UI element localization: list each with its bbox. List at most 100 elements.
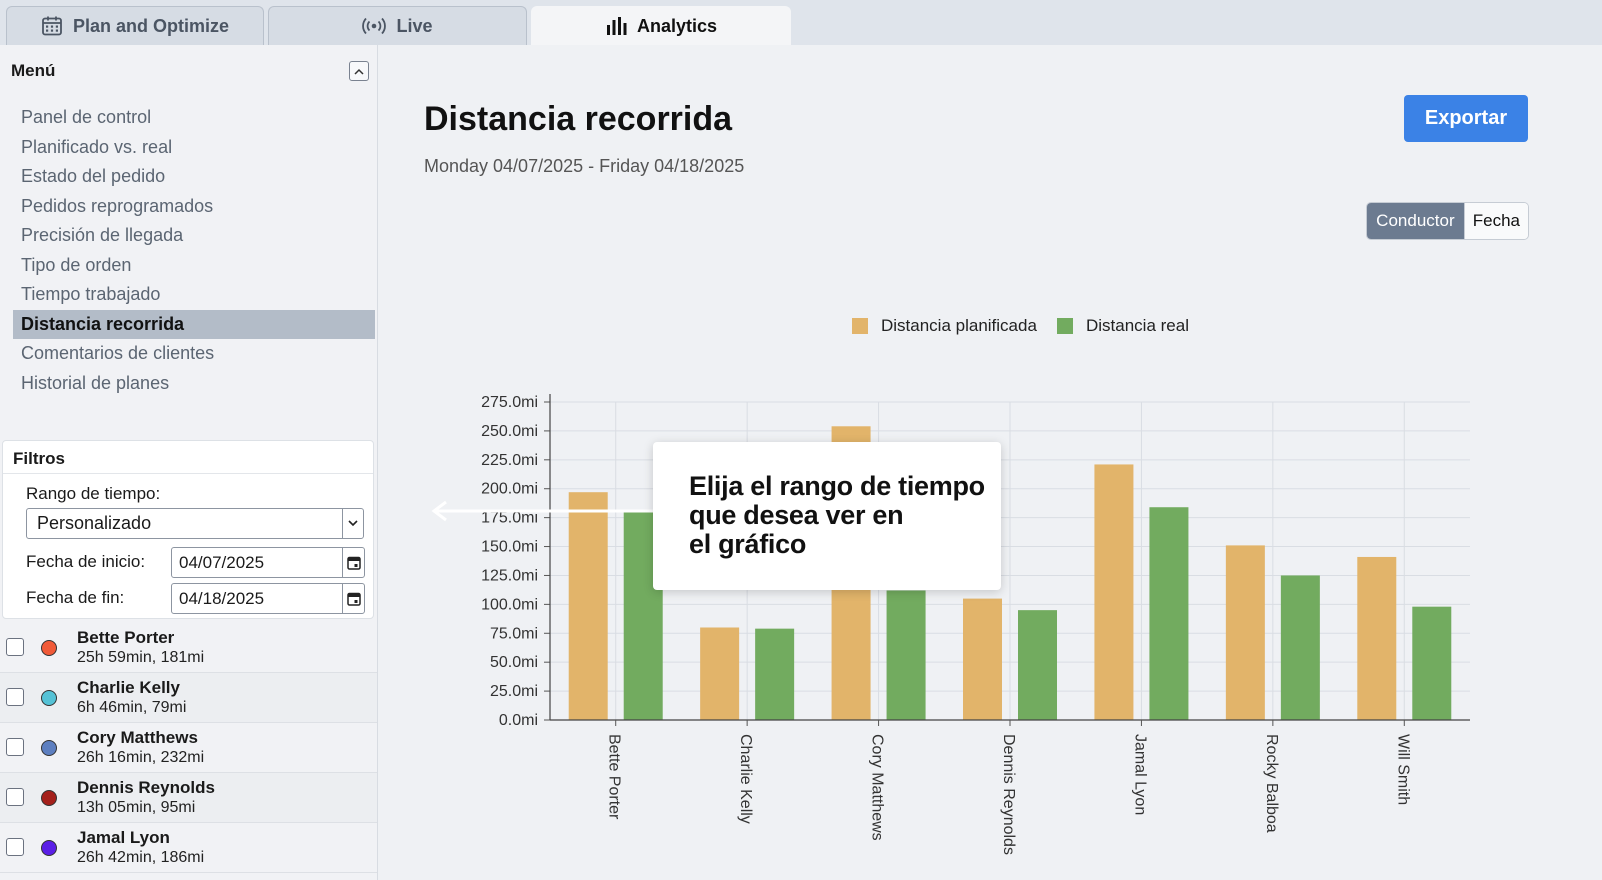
tab-live[interactable]: Live — [268, 6, 527, 45]
driver-checkbox[interactable] — [6, 838, 24, 856]
x-tick-label: Charlie Kelly — [737, 734, 754, 824]
driver-color-dot — [41, 840, 57, 856]
menu-item-tiempo-trabajado[interactable]: Tiempo trabajado — [21, 284, 161, 304]
export-button[interactable]: Exportar — [1404, 95, 1528, 142]
help-callout: Elija el rango de tiempo que desea ver e… — [653, 442, 1001, 590]
menu-item-panel-de-control[interactable]: Panel de control — [21, 107, 152, 127]
bar — [886, 590, 926, 720]
menu-item-estado-del-pedido[interactable]: Estado del pedido — [21, 166, 166, 186]
driver-checkbox[interactable] — [6, 738, 24, 756]
end-date-label: Fecha de fin: — [26, 588, 125, 607]
driver-meta: 26h 42min, 186mi — [77, 849, 205, 866]
menu-item-tipo-de-orden[interactable]: Tipo de orden — [21, 254, 132, 275]
toggle-conductor[interactable]: Conductor — [1367, 203, 1464, 239]
start-date-input[interactable]: 04/07/2025 — [171, 547, 365, 578]
driver-name: Jamal Lyon — [77, 828, 170, 847]
y-tick-label: 150.0mi — [481, 539, 538, 556]
driver-meta: 25h 59min, 181mi — [77, 649, 205, 666]
y-tick-label: 250.0mi — [481, 423, 538, 440]
bar — [1149, 507, 1189, 720]
list-item[interactable]: Charlie Kelly 6h 46min, 79mi — [0, 673, 377, 723]
bar — [700, 627, 740, 720]
legend-swatch — [852, 318, 868, 334]
arrow-left-icon — [430, 500, 660, 527]
bar — [1280, 575, 1320, 720]
driver-color-dot — [41, 790, 57, 806]
menu-item-planificado-vs-real[interactable]: Planificado vs. real — [21, 136, 173, 157]
y-tick-label: 125.0mi — [481, 567, 538, 584]
filters-title: Filtros — [3, 441, 373, 474]
menu-item-comentarios-de-clientes[interactable]: Comentarios de clientes — [21, 343, 215, 363]
y-tick-label: 100.0mi — [481, 596, 538, 613]
bar — [1357, 556, 1397, 720]
group-by-toggle: Conductor Fecha — [1366, 202, 1529, 240]
chevron-up-icon — [354, 68, 364, 75]
list-item[interactable]: Bette Porter 25h 59min, 181mi — [0, 623, 377, 673]
calendar-icon — [41, 15, 63, 37]
collapse-menu-button[interactable] — [349, 61, 369, 81]
x-tick-label: Cory Matthews — [869, 734, 886, 841]
y-tick-label: 200.0mi — [481, 481, 538, 498]
end-date-row: Fecha de fin: 04/18/2025 — [26, 583, 366, 614]
toggle-fecha[interactable]: Fecha — [1463, 203, 1528, 239]
callout-line: el gráfico — [689, 529, 807, 559]
list-item[interactable]: Jamal Lyon 26h 42min, 186mi — [0, 823, 377, 873]
x-tick-label: Rocky Balboa — [1263, 734, 1280, 833]
menu-item-historial-de-planes[interactable]: Historial de planes — [21, 372, 170, 393]
driver-checkbox[interactable] — [6, 688, 24, 706]
broadcast-icon — [362, 17, 387, 35]
callout-line: Elija el rango de tiempo — [689, 471, 985, 501]
time-range-select[interactable]: Personalizado — [26, 508, 364, 539]
tab-plan-and-optimize[interactable]: Plan and Optimize — [6, 6, 264, 45]
start-date-row: Fecha de inicio: 04/07/2025 — [26, 547, 366, 578]
y-tick-label: 225.0mi — [481, 452, 538, 469]
menu-header: Menú — [11, 61, 369, 81]
tab-label: Plan and Optimize — [72, 15, 230, 36]
filters-panel: Filtros Rango de tiempo: Personalizado F… — [2, 440, 374, 619]
driver-color-dot — [41, 690, 57, 706]
chevron-down-icon — [342, 509, 363, 538]
list-item[interactable]: Cory Matthews 26h 16min, 232mi — [0, 723, 377, 773]
menu-item-distancia-recorrida[interactable]: Distancia recorrida — [13, 309, 375, 339]
y-tick-label: 50.0mi — [490, 654, 538, 671]
driver-name: Dennis Reynolds — [77, 778, 215, 797]
end-date-value: 04/18/2025 — [179, 589, 265, 608]
x-tick-label: Jamal Lyon — [1131, 734, 1148, 815]
list-item[interactable]: Dennis Reynolds 13h 05min, 95mi — [0, 773, 377, 823]
tab-label: Analytics — [636, 15, 718, 36]
tab-label: Live — [396, 15, 433, 36]
driver-name: Bette Porter — [77, 628, 175, 647]
driver-color-dot — [41, 740, 57, 756]
start-date-label: Fecha de inicio: — [26, 552, 146, 571]
bar — [755, 628, 795, 720]
y-tick-label: 0.0mi — [499, 712, 538, 729]
range-label: Rango de tiempo: — [26, 484, 161, 503]
tab-analytics[interactable]: Analytics — [531, 6, 791, 45]
y-tick-label: 25.0mi — [490, 683, 538, 700]
end-date-input[interactable]: 04/18/2025 — [171, 583, 365, 614]
x-tick-label: Will Smith — [1394, 734, 1411, 805]
legend-label: Distancia planificada — [881, 316, 1037, 335]
driver-name: Cory Matthews — [77, 728, 198, 747]
driver-list: Bette Porter 25h 59min, 181mi Charlie Ke… — [0, 623, 377, 873]
calendar-picker-icon[interactable] — [342, 548, 364, 577]
start-date-value: 04/07/2025 — [179, 553, 265, 572]
legend-swatch — [1057, 318, 1073, 334]
driver-checkbox[interactable] — [6, 788, 24, 806]
bar — [1225, 545, 1265, 720]
sidebar: Menú Panel de control Planificado vs. re… — [0, 45, 378, 880]
y-tick-label: 175.0mi — [481, 510, 538, 527]
page-title: Distancia recorrida — [424, 100, 733, 138]
bar-chart-icon — [605, 16, 627, 36]
menu-item-precision-de-llegada[interactable]: Precisión de llegada — [21, 225, 184, 245]
driver-color-dot — [41, 640, 57, 656]
driver-checkbox[interactable] — [6, 638, 24, 656]
x-tick-label: Bette Porter — [606, 734, 623, 820]
menu-title: Menú — [11, 61, 56, 80]
x-tick-label: Dennis Reynolds — [1000, 734, 1017, 855]
driver-meta: 13h 05min, 95mi — [77, 799, 196, 816]
menu-item-pedidos-reprogramados[interactable]: Pedidos reprogramados — [21, 195, 214, 216]
calendar-picker-icon[interactable] — [342, 584, 364, 613]
y-tick-label: 275.0mi — [481, 394, 538, 411]
driver-name: Charlie Kelly — [77, 678, 180, 697]
